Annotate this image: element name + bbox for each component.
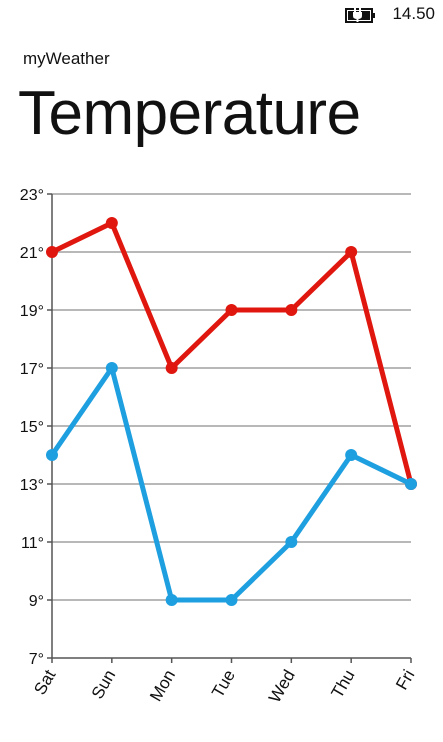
y-tick-label: 17° (20, 361, 44, 378)
data-point-1-1 (105, 362, 118, 374)
y-tick-label: 19° (20, 303, 44, 320)
status-bar: 14.50 (0, 0, 443, 32)
data-point-1-5 (345, 449, 358, 461)
series-line-0 (49, 220, 414, 487)
data-point-0-2 (165, 362, 178, 374)
data-point-1-2 (165, 594, 178, 606)
y-tick-label: 15° (20, 419, 44, 436)
x-tick-label: Fri (392, 667, 418, 694)
x-tick-label: Thu (328, 667, 359, 702)
battery-charging-icon (345, 6, 377, 24)
data-point-0-0 (46, 246, 58, 258)
y-tick-label: 21° (20, 245, 44, 262)
x-tick-label: Wed (265, 667, 299, 707)
y-tick-label: 23° (20, 187, 44, 204)
status-time: 14.50 (392, 4, 435, 23)
data-point-0-3 (225, 304, 238, 316)
x-tick-label: Mon (146, 667, 179, 705)
y-tick-label: 13° (20, 477, 44, 494)
x-tick-label: Sun (88, 667, 120, 703)
y-tick-label: 7° (29, 651, 44, 668)
x-tick-label: Tue (208, 667, 239, 701)
data-point-1-6 (405, 478, 417, 490)
y-tick-label: 9° (29, 593, 44, 610)
data-point-0-4 (285, 304, 298, 316)
data-point-0-1 (105, 217, 118, 229)
data-point-1-3 (225, 594, 238, 606)
x-tick-label: Sat (30, 666, 59, 698)
data-point-0-5 (345, 246, 358, 258)
data-point-1-4 (285, 536, 298, 548)
y-tick-label: 11° (21, 535, 44, 552)
data-point-1-0 (46, 449, 58, 461)
page-title: Temperature (18, 79, 361, 148)
app-name: myWeather (23, 49, 110, 68)
